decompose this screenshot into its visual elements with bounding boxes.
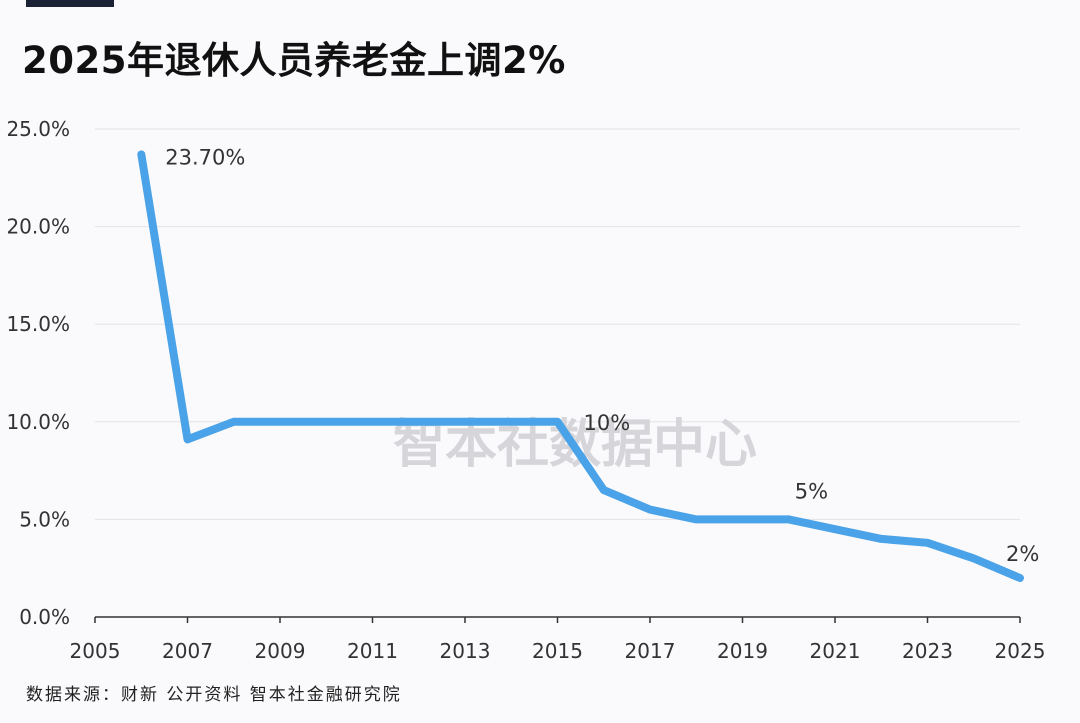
data-label: 23.70%: [165, 145, 245, 169]
x-tick-label: 2019: [717, 639, 768, 663]
x-tick-label: 2007: [162, 639, 213, 663]
data-source-note: 数据来源：财新 公开资料 智本社金融研究院: [26, 685, 402, 705]
y-tick-label: 0.0%: [19, 605, 70, 629]
data-label: 2%: [1006, 542, 1039, 566]
data-label: 5%: [795, 479, 828, 503]
data-label: 10%: [584, 411, 631, 435]
x-tick-label: 2015: [532, 639, 583, 663]
y-tick-label: 15.0%: [6, 312, 70, 336]
series-line: [137, 150, 1024, 582]
x-tick-label: 2017: [625, 639, 676, 663]
x-tick-label: 2023: [902, 639, 953, 663]
x-tick-label: 2021: [810, 639, 861, 663]
title-accent-bar: [26, 0, 114, 7]
y-tick-label: 25.0%: [6, 117, 70, 141]
chart-title: 2025年退休人员养老金上调2%: [22, 39, 566, 82]
x-tick-label: 2005: [70, 639, 121, 663]
x-tick-label: 2011: [347, 639, 398, 663]
x-tick-label: 2009: [255, 639, 306, 663]
y-tick-label: 20.0%: [6, 215, 70, 239]
y-tick-label: 5.0%: [19, 507, 70, 531]
x-tick-label: 2025: [995, 639, 1046, 663]
x-tick-label: 2013: [440, 639, 491, 663]
y-tick-label: 10.0%: [6, 410, 70, 434]
